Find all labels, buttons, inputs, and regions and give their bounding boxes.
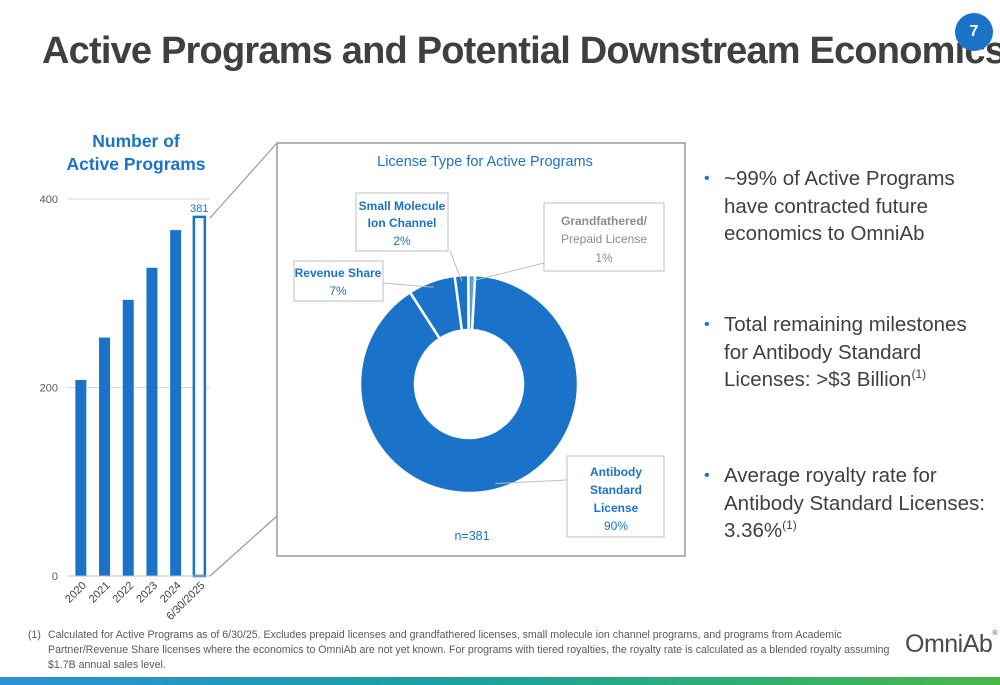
bar-2021	[99, 337, 111, 576]
bar-x-tick-label: 2021	[87, 580, 113, 606]
bar-chart-data-labels: 381	[190, 203, 208, 215]
bullet-dot-icon: •	[704, 467, 710, 484]
bar-y-tick-label: 0	[52, 571, 58, 583]
donut-chart-title: License Type for Active Programs	[377, 154, 593, 170]
donut-slices	[358, 273, 580, 495]
bar-chart-title-line-2: Active Programs	[66, 154, 205, 174]
key-point-contracted-economics-text: ~99% of Active Programs have contracted …	[724, 167, 955, 245]
callout-antibody-line-1: Antibody	[590, 465, 642, 479]
bar-data-label: 381	[190, 203, 208, 215]
callout-revenue-share-value: 7%	[329, 284, 347, 298]
bar-2020	[75, 379, 87, 576]
callout-antibody-standard: Antibody Standard License 90%	[566, 455, 665, 538]
callout-antibody-line-2: Standard	[590, 483, 642, 497]
key-point-remaining-milestones-text: Total remaining milestones for Antibody …	[724, 313, 967, 391]
bar-2023	[146, 267, 158, 576]
footnote: (1) Calculated for Active Programs as of…	[28, 628, 908, 673]
bar-chart-bars	[75, 215, 207, 578]
donut-leader-lines	[382, 250, 568, 485]
callout-small-molecule: Small Molecule Ion Channel 2%	[355, 192, 449, 252]
donut-leader-line	[449, 250, 463, 282]
page-title: Active Programs and Potential Downstream…	[42, 30, 1000, 72]
zoom-connector-top	[209, 142, 278, 219]
key-point-average-royalty-footnote-ref: (1)	[782, 518, 797, 533]
footnote-marker: (1)	[28, 629, 41, 641]
key-point-remaining-milestones: • Total remaining milestones for Antibod…	[704, 311, 994, 394]
callout-revenue-share: Revenue Share 7%	[293, 260, 384, 302]
key-point-contracted-economics: • ~99% of Active Programs have contracte…	[704, 165, 994, 248]
zoom-connector-bottom	[209, 515, 278, 577]
bar-2024	[170, 230, 182, 577]
callout-antibody-value: 90%	[604, 519, 628, 533]
key-point-remaining-milestones-footnote-ref: (1)	[911, 367, 927, 382]
bar-y-tick-label: 200	[40, 383, 58, 395]
omniab-logo: OmniAb®	[905, 630, 997, 659]
bar-chart-y-ticks: 0 200 400	[40, 194, 58, 583]
callout-small-molecule-value: 2%	[393, 234, 411, 248]
footnote-text: Calculated for Active Programs as of 6/3…	[48, 629, 890, 671]
key-point-average-royalty: • Average royalty rate for Antibody Stan…	[704, 462, 994, 545]
donut-leader-line	[471, 262, 545, 282]
donut-slice-grandfathered-prepaid-license	[467, 273, 477, 332]
callout-grandfathered: Grandfathered/ Prepaid License 1%	[543, 202, 665, 272]
bar-2022	[122, 299, 134, 576]
page-number-badge: 7	[955, 13, 993, 51]
bar-chart-title-line-1: Number of	[92, 131, 180, 151]
callout-small-molecule-line-1: Small Molecule	[359, 199, 446, 213]
donut-sample-size: n=381	[454, 529, 489, 543]
callout-grandfathered-line-2: Prepaid License	[561, 232, 647, 246]
callout-small-molecule-line-2: Ion Channel	[368, 216, 437, 230]
callout-revenue-share-line-1: Revenue Share	[295, 266, 382, 280]
logo-wordmark: OmniAb	[905, 630, 993, 658]
key-point-average-royalty-text: Average royalty rate for Antibody Standa…	[724, 464, 985, 542]
callout-grandfathered-value: 1%	[595, 251, 613, 265]
bullet-dot-icon: •	[704, 316, 710, 333]
bar-x-tick-label: 2023	[134, 580, 160, 606]
bar-6-30-2025	[192, 215, 207, 578]
bar-chart-gridlines	[68, 198, 210, 577]
callout-grandfathered-line-1: Grandfathered/	[561, 214, 648, 228]
bar-x-tick-label: 2020	[63, 580, 89, 606]
bar-x-tick-label: 2022	[111, 580, 137, 606]
donut-leader-line	[495, 479, 568, 485]
bullet-dot-icon: •	[704, 170, 710, 187]
donut-slice-antibody-standard-license	[358, 273, 580, 495]
logo-registered-mark: ®	[992, 630, 997, 637]
footer-gradient-bar	[0, 677, 1000, 685]
callout-antibody-line-3: License	[594, 501, 639, 515]
bar-y-tick-label: 400	[40, 194, 58, 206]
donut-leader-line	[382, 282, 434, 288]
